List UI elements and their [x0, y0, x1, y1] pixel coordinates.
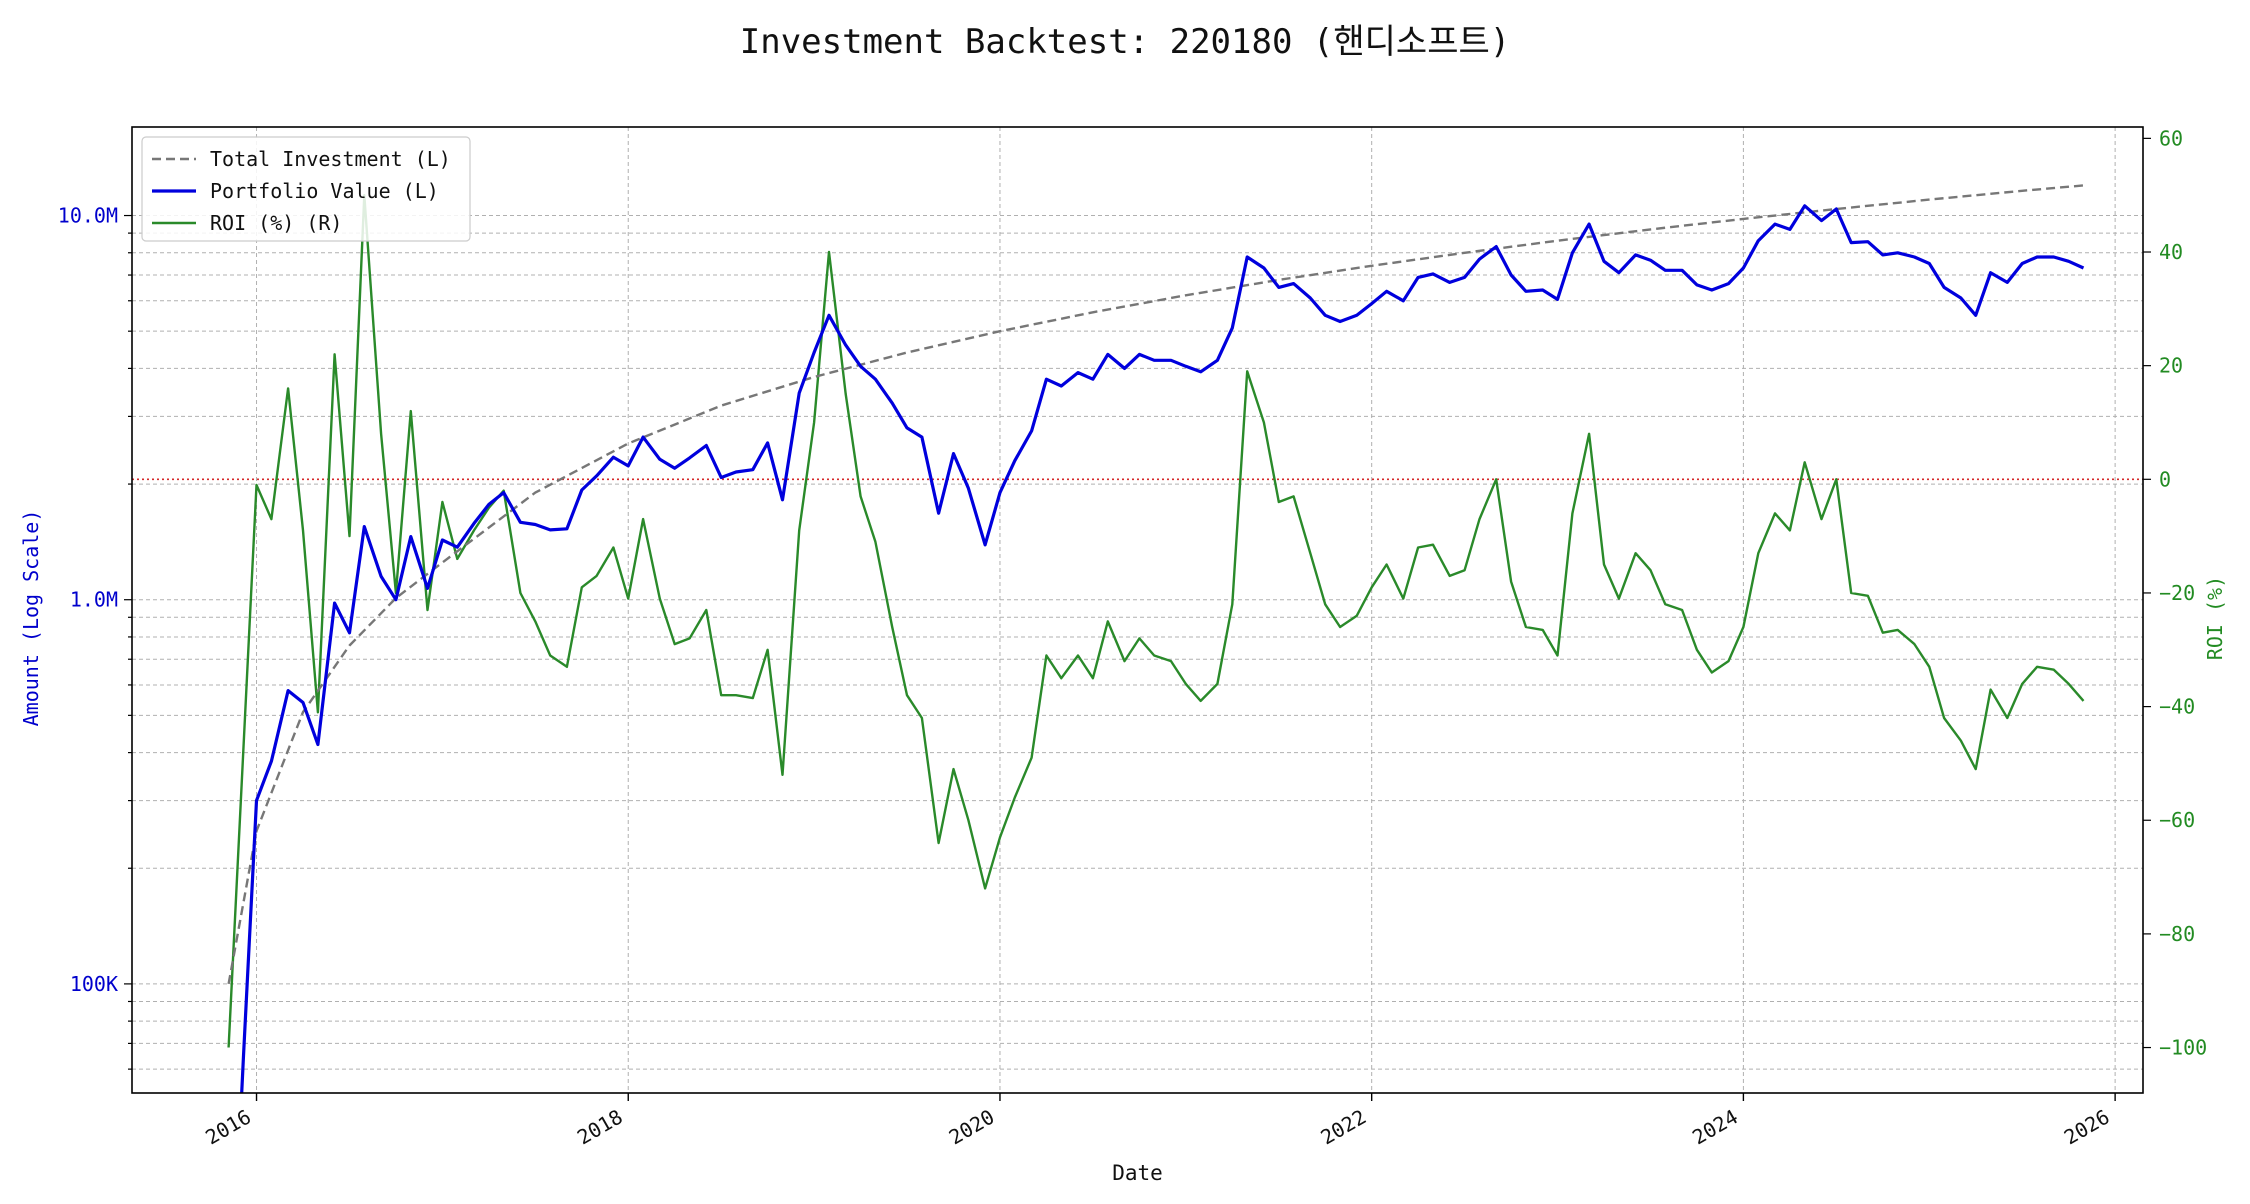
right-y-tick-label: 40 [2159, 240, 2183, 264]
left-y-axis-label: Amount (Log Scale) [19, 510, 43, 727]
left-y-tick-label: 100K [70, 972, 118, 996]
x-tick-label: 2018 [573, 1105, 627, 1150]
x-tick-label: 2016 [201, 1105, 255, 1150]
right-y-tick-label: −40 [2159, 695, 2195, 719]
grid-layer [132, 127, 2143, 1093]
x-axis-label: Date [1112, 1161, 1163, 1185]
plot-frame [131, 126, 2144, 1094]
legend-box [141, 136, 471, 242]
axis-layer: 2016 2018 2020 2022 2024 2026 100K 1.0M 10.0M −10… [58, 126, 2207, 1149]
legend-label: Portfolio Value (L) [210, 179, 439, 203]
legend-label: Total Investment (L) [210, 147, 451, 171]
legend: Total Investment (L) Portfolio Value (L) R… [141, 136, 471, 242]
total-investment-line [227, 183, 2088, 985]
left-y-tick-label: 10.0M [58, 204, 118, 228]
x-tick-label: 2020 [945, 1105, 999, 1150]
series-layer [227, 183, 2088, 1094]
right-y-tick-label: 20 [2159, 354, 2183, 378]
right-y-tick-label: −80 [2159, 922, 2195, 946]
right-y-tick-label: −60 [2159, 808, 2195, 832]
roi-line [227, 193, 2085, 1048]
chart-title: Investment Backtest: 220180 (핸디소프트) [739, 22, 1511, 62]
left-y-tick-label: 1.0M [70, 588, 118, 612]
right-y-tick-label: 60 [2159, 126, 2183, 150]
right-y-tick-label: −20 [2159, 581, 2195, 605]
x-tick-label: 2026 [2060, 1105, 2114, 1150]
right-y-tick-label: 0 [2159, 467, 2171, 491]
right-y-axis-label: ROI (%) [2203, 576, 2227, 660]
x-tick-label: 2022 [1316, 1105, 1370, 1150]
right-y-tick-label: −100 [2159, 1036, 2207, 1060]
legend-label: ROI (%) (R) [210, 211, 342, 235]
portfolio-value-line [240, 204, 2085, 1094]
x-tick-label: 2024 [1688, 1105, 1742, 1150]
